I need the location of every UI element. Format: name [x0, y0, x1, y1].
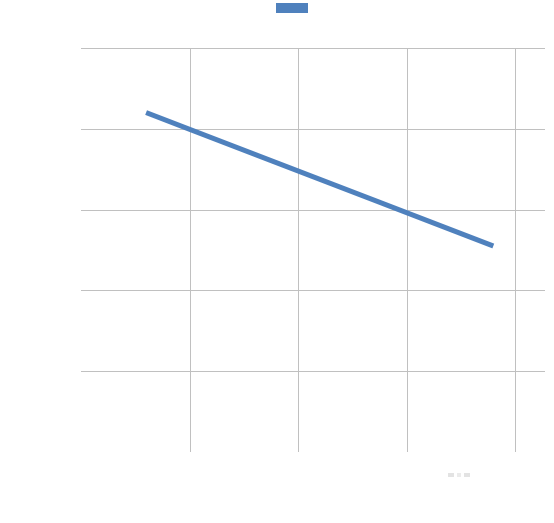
legend-swatch — [276, 3, 308, 13]
gridlines — [81, 48, 545, 452]
series-layer — [145, 110, 495, 249]
series-line — [145, 110, 495, 249]
watermark-logo — [448, 473, 470, 477]
